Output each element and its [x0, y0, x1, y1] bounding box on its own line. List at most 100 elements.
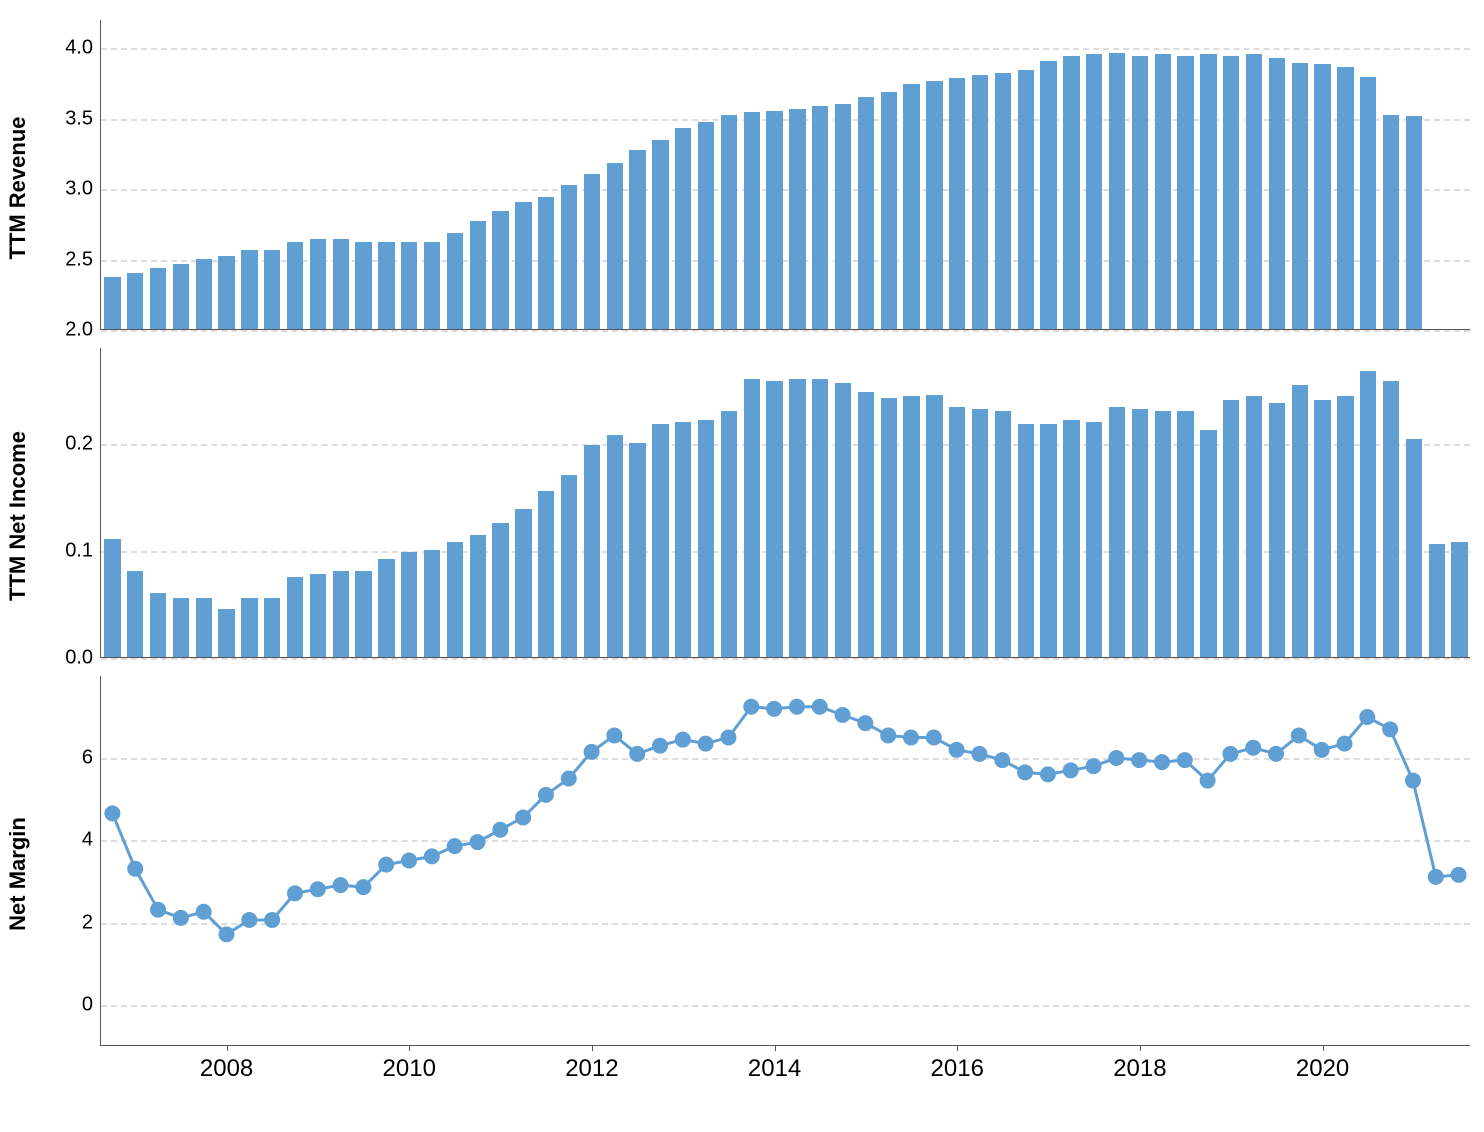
line-marker	[1245, 740, 1261, 756]
bar	[1406, 116, 1422, 329]
bar	[835, 383, 851, 657]
bar	[241, 598, 257, 657]
line-marker	[1177, 752, 1193, 768]
bar	[515, 202, 531, 329]
bar	[173, 598, 189, 657]
line-marker	[1314, 742, 1330, 758]
line-marker	[127, 861, 143, 877]
bar	[310, 574, 326, 657]
line-marker	[1017, 764, 1033, 780]
bar	[1360, 77, 1376, 329]
ytick-label: 4.0	[65, 37, 101, 60]
bar	[995, 411, 1011, 657]
xtick-label: 2016	[931, 1045, 984, 1083]
bar	[789, 379, 805, 657]
bar	[675, 128, 691, 330]
bar	[196, 598, 212, 657]
bar	[447, 233, 463, 329]
bar	[1040, 424, 1056, 657]
line-marker	[1086, 758, 1102, 774]
xtick-label: 2010	[383, 1045, 436, 1083]
bar	[629, 150, 645, 329]
bar	[150, 268, 166, 329]
bar	[310, 239, 326, 329]
line-marker	[287, 885, 303, 901]
bar	[1246, 54, 1262, 329]
bar	[470, 535, 486, 657]
xtick-label: 2020	[1296, 1045, 1349, 1083]
ytick-label: 6	[82, 747, 101, 770]
bar	[401, 242, 417, 329]
bar	[812, 106, 828, 329]
ytick-label: 0.0	[65, 647, 101, 670]
bar	[949, 78, 965, 329]
line-marker	[857, 715, 873, 731]
bar	[378, 242, 394, 329]
bar	[881, 398, 897, 657]
line-marker	[469, 834, 485, 850]
line-marker	[538, 787, 554, 803]
bar	[264, 598, 280, 657]
bar	[127, 273, 143, 329]
ytick-label: 0.1	[65, 540, 101, 563]
line-marker	[1131, 752, 1147, 768]
bar	[447, 542, 463, 657]
line-marker	[903, 730, 919, 746]
panel-net-income: TTM Net Income0.00.10.2	[0, 348, 1484, 658]
y-axis-title-net-income: TTM Net Income	[5, 361, 31, 671]
bar	[333, 239, 349, 329]
bar	[1155, 54, 1171, 329]
panel-revenue: TTM Revenue2.02.53.03.54.0	[0, 20, 1484, 330]
bar	[561, 475, 577, 657]
line-marker	[1359, 709, 1375, 725]
line-marker	[880, 727, 896, 743]
line-marker	[561, 771, 577, 787]
bar	[1292, 63, 1308, 329]
bar	[104, 539, 120, 657]
gridline	[101, 48, 1470, 50]
bar	[835, 104, 851, 329]
line-marker	[766, 701, 782, 717]
bar	[355, 242, 371, 329]
bar	[1451, 542, 1467, 657]
line-marker	[1291, 727, 1307, 743]
bar	[629, 443, 645, 657]
line-marker	[1268, 746, 1284, 762]
ytick-label: 4	[82, 829, 101, 852]
ytick-label: 0.2	[65, 433, 101, 456]
bar	[492, 211, 508, 329]
line-marker	[949, 742, 965, 758]
bar	[903, 84, 919, 329]
bar	[1040, 61, 1056, 329]
bar	[721, 411, 737, 657]
bar	[333, 571, 349, 657]
line-marker	[652, 738, 668, 754]
bar	[1177, 411, 1193, 657]
bar	[858, 97, 874, 330]
ytick-label: 3.5	[65, 107, 101, 130]
bar	[1200, 54, 1216, 329]
bar	[1155, 411, 1171, 657]
line-marker	[104, 805, 120, 821]
bar	[287, 242, 303, 329]
gridline	[101, 551, 1470, 553]
gridline	[101, 260, 1470, 262]
ytick-label: 2	[82, 911, 101, 934]
line-marker	[355, 879, 371, 895]
bar	[218, 256, 234, 329]
line-marker	[1222, 746, 1238, 762]
bar	[1018, 70, 1034, 329]
bar	[972, 409, 988, 657]
bar	[127, 571, 143, 657]
line-marker	[515, 809, 531, 825]
line-marker	[971, 746, 987, 762]
bar	[401, 552, 417, 657]
bar	[355, 571, 371, 657]
bar	[766, 381, 782, 657]
bar	[1063, 420, 1079, 657]
bar	[561, 185, 577, 329]
y-axis-title-revenue: TTM Revenue	[5, 33, 31, 343]
bar	[1337, 67, 1353, 329]
bar	[1314, 400, 1330, 657]
ytick-label: 0	[82, 993, 101, 1016]
